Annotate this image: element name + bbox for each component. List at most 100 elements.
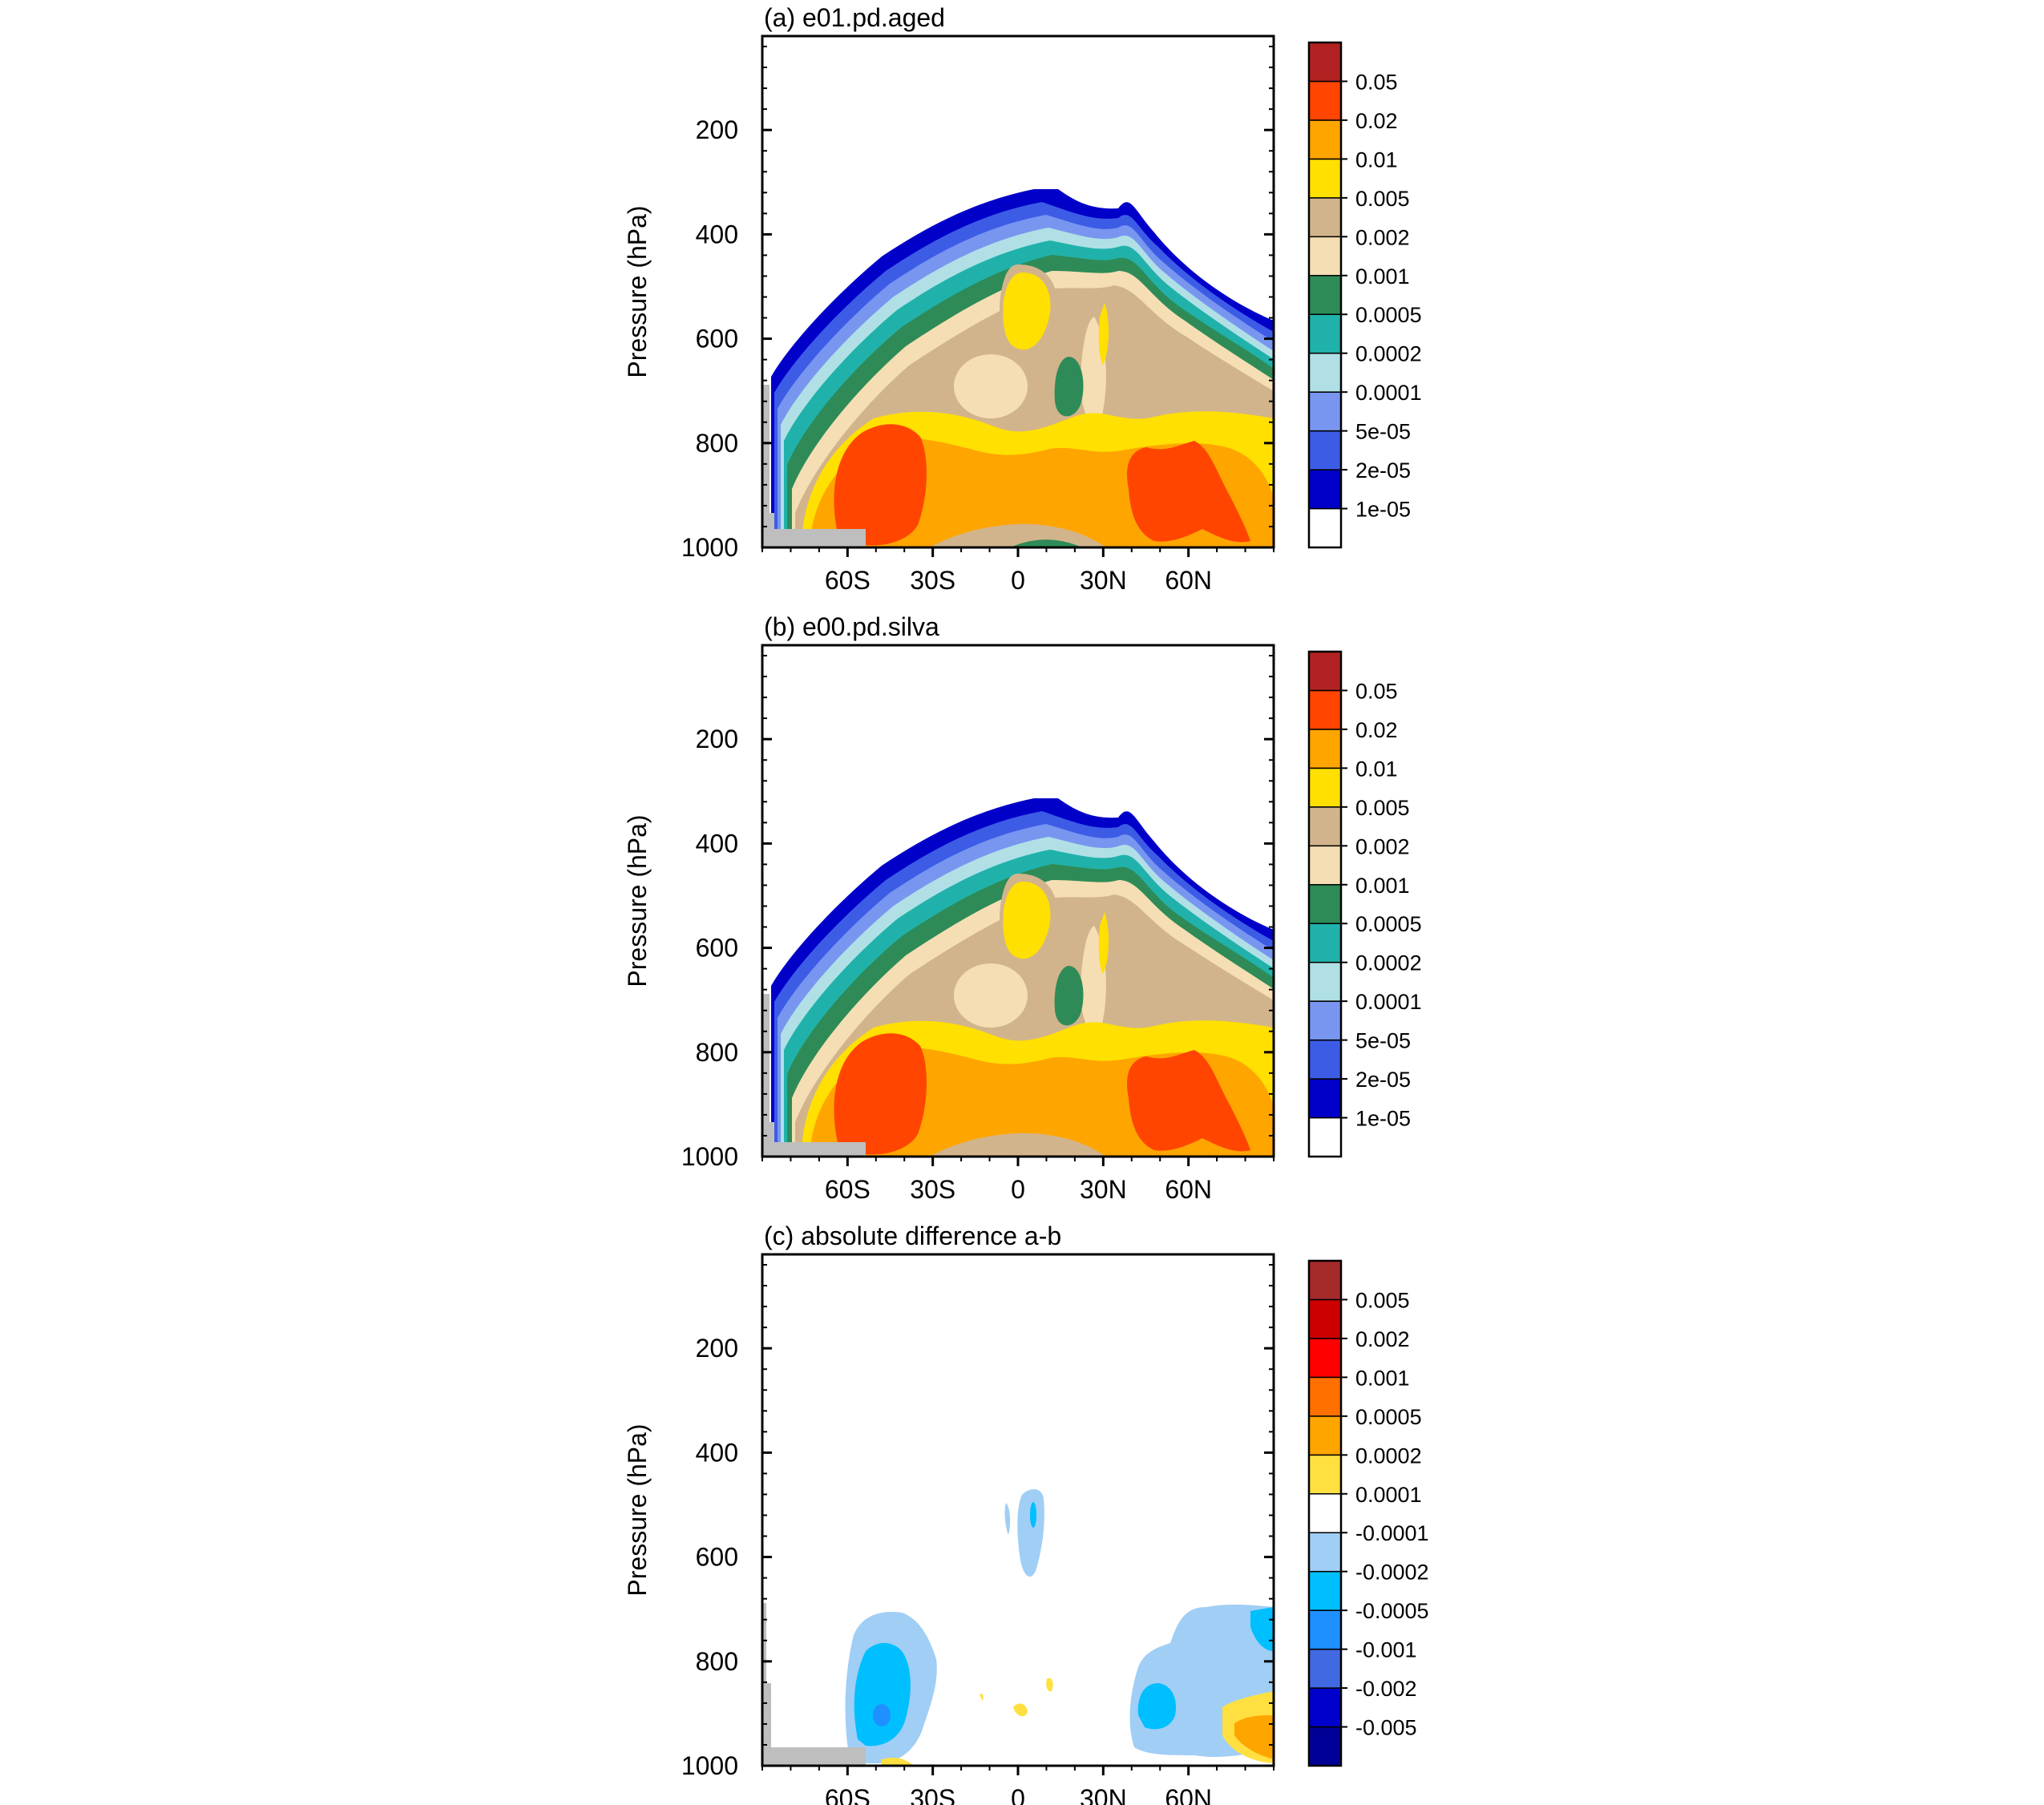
colorbar-label: -0.0005 <box>1355 1599 1429 1623</box>
ytick-label: 400 <box>696 220 738 248</box>
colorbar-swatch <box>1308 689 1342 730</box>
colorbar-label: 0.0001 <box>1355 990 1422 1014</box>
colorbar-label: 5e-05 <box>1355 1029 1411 1053</box>
colorbar-swatch <box>1308 236 1342 277</box>
colorbar-label: 0.0002 <box>1355 1444 1422 1468</box>
yticks-c: 200 400 600 800 1000 <box>681 1264 1274 1780</box>
difference-field-c <box>845 1489 1274 1766</box>
colorbar-swatch <box>1308 1376 1342 1417</box>
ytick-label: 200 <box>696 1334 738 1363</box>
colorbar-swatch <box>1308 391 1342 432</box>
xtick-label: 0 <box>1011 566 1025 595</box>
panel-a: (a) e01.pd.aged Pressure (hPa) 200 400 600… <box>623 3 1422 595</box>
colorbar-label: 2e-05 <box>1355 458 1411 483</box>
land-mask-a <box>762 385 866 547</box>
colorbar-swatch <box>1308 729 1342 769</box>
colorbar-label: 5e-05 <box>1355 420 1411 444</box>
colorbar-label: 0.005 <box>1355 187 1410 211</box>
xtick-label: 60S <box>825 1784 871 1805</box>
colorbar-label: 0.002 <box>1355 225 1410 249</box>
ytick-label: 400 <box>696 1438 738 1467</box>
panel-c: (c) absolute difference a-b Pressure (hP… <box>623 1222 1429 1805</box>
ytick-label: 200 <box>696 115 738 144</box>
colorbar-swatch <box>1308 884 1342 924</box>
colorbar-label: 0.0002 <box>1355 342 1422 366</box>
colorbar-swatch <box>1308 430 1342 470</box>
colorbar-label: -0.005 <box>1355 1716 1417 1740</box>
colorbar-swatch <box>1308 158 1342 199</box>
plot-area-a <box>762 36 1274 547</box>
colorbar-label: 0.02 <box>1355 718 1398 742</box>
xtick-label: 60N <box>1165 566 1212 595</box>
ytick-label: 600 <box>696 1543 738 1572</box>
ytick-label: 600 <box>696 325 738 353</box>
colorbar-swatch <box>1308 1609 1342 1650</box>
colorbar-label: 0.0001 <box>1355 1483 1422 1507</box>
colorbar-swatch <box>1308 806 1342 847</box>
yticks-b: 200 400 600 800 1000 <box>681 655 1274 1171</box>
colorbar-swatch <box>1308 1260 1342 1301</box>
ylabel-c: Pressure (hPa) <box>623 1423 652 1596</box>
colorbar-frame <box>1307 650 1343 1158</box>
yticks-a: 200 400 600 800 1000 <box>681 46 1274 562</box>
colorbar-swatch <box>1308 1532 1342 1573</box>
colorbar-swatch <box>1308 80 1342 121</box>
colorbar-label: 0.005 <box>1355 1288 1410 1312</box>
land-mask-c <box>762 1603 866 1766</box>
colorbar-swatch <box>1308 961 1342 1002</box>
colorbar-label: 0.001 <box>1355 1366 1410 1390</box>
colorbar-swatch <box>1308 197 1342 238</box>
colorbar-label: 0.02 <box>1355 109 1398 133</box>
xtick-label: 30S <box>910 1784 955 1805</box>
colorbar-swatch <box>1308 1726 1342 1767</box>
ytick-label: 800 <box>696 1647 738 1676</box>
colorbar-label: 1e-05 <box>1355 1107 1411 1131</box>
xtick-label: 60N <box>1165 1784 1212 1805</box>
colorbar-swatch <box>1308 1298 1342 1339</box>
colorbar-frame <box>1307 41 1343 549</box>
xticks-a: 60S 30S 0 30N 60N <box>761 547 1274 595</box>
xtick-label: 0 <box>1011 1175 1025 1204</box>
ylabel-a: Pressure (hPa) <box>623 205 652 378</box>
colorbar-swatch <box>1308 42 1342 83</box>
colorbar-swatch <box>1308 651 1342 692</box>
colorbar-swatch <box>1308 275 1342 315</box>
colorbar-label: 2e-05 <box>1355 1068 1411 1092</box>
colorbar-label: 0.002 <box>1355 1327 1410 1351</box>
ytick-label: 600 <box>696 934 738 963</box>
xtick-label: 30N <box>1080 566 1127 595</box>
colorbar-label: 0.0001 <box>1355 381 1422 405</box>
xtick-label: 60S <box>825 1175 871 1204</box>
colorbar-swatch <box>1308 923 1342 963</box>
colorbar-swatch <box>1308 1078 1342 1119</box>
xtick-label: 30N <box>1080 1175 1127 1204</box>
ytick-label: 1000 <box>681 1142 738 1171</box>
colorbar-label: 0.0002 <box>1355 951 1422 975</box>
colorbar-swatch <box>1308 119 1342 160</box>
colorbar-swatch <box>1308 1117 1342 1157</box>
colorbar-label: 0.005 <box>1355 796 1410 820</box>
land-mask-b <box>762 994 866 1157</box>
colorbar-swatch <box>1308 469 1342 510</box>
colorbar-label: 0.0005 <box>1355 1405 1422 1429</box>
title-b: (b) e00.pd.silva <box>764 612 939 641</box>
colorbar-b: 0.05 0.02 0.01 0.005 0.002 0.001 0.0005 0.0002 0… <box>1307 650 1422 1158</box>
xtick-label: 30S <box>910 1175 955 1204</box>
colorbar-label: -0.002 <box>1355 1677 1417 1701</box>
colorbar-label: 0.0005 <box>1355 303 1422 327</box>
colorbar-swatch <box>1308 1493 1342 1533</box>
colorbar-label: 0.01 <box>1355 147 1398 172</box>
plume-a <box>771 189 1274 547</box>
title-c: (c) absolute difference a-b <box>764 1222 1061 1250</box>
colorbar-c: 0.005 0.002 0.001 0.0005 0.0002 0.0001 -0.0001… <box>1307 1259 1429 1767</box>
plot-area-b <box>762 645 1274 1157</box>
colorbar-swatch <box>1308 767 1342 808</box>
plume-b <box>771 798 1274 1157</box>
colorbar-a: 0.05 0.02 0.01 0.005 0.002 0.001 0.0005 0.0002 0… <box>1307 41 1422 549</box>
colorbar-swatch <box>1308 845 1342 886</box>
xticks-c: 60S 30S 0 30N 60N <box>761 1766 1274 1805</box>
colorbar-swatch <box>1308 1454 1342 1495</box>
colorbar-label: -0.001 <box>1355 1638 1417 1662</box>
xtick-label: 0 <box>1011 1784 1025 1805</box>
